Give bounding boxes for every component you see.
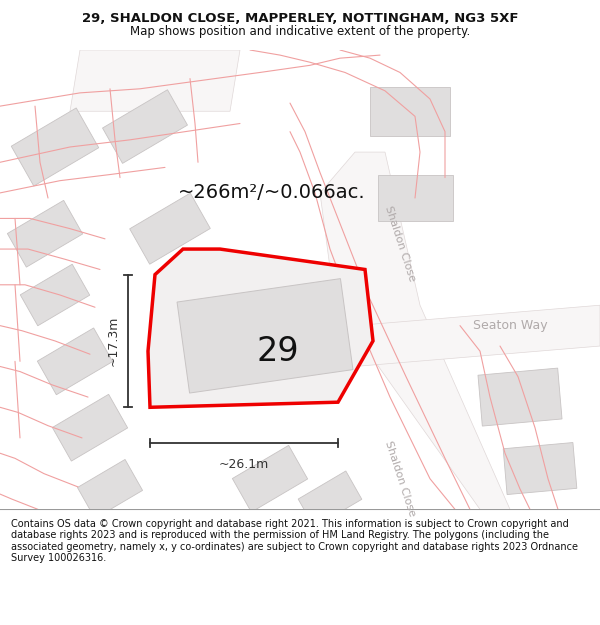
Polygon shape <box>320 152 510 509</box>
Polygon shape <box>232 446 308 512</box>
Polygon shape <box>148 249 373 408</box>
Text: Map shows position and indicative extent of the property.: Map shows position and indicative extent… <box>130 24 470 38</box>
Text: ~26.1m: ~26.1m <box>219 458 269 471</box>
Polygon shape <box>298 471 362 528</box>
Polygon shape <box>103 90 187 163</box>
Polygon shape <box>77 459 143 519</box>
Polygon shape <box>7 201 83 267</box>
Text: 29, SHALDON CLOSE, MAPPERLEY, NOTTINGHAM, NG3 5XF: 29, SHALDON CLOSE, MAPPERLEY, NOTTINGHAM… <box>82 12 518 26</box>
Text: 29: 29 <box>257 334 299 367</box>
Text: Seaton Way: Seaton Way <box>473 319 547 332</box>
Polygon shape <box>503 442 577 494</box>
Polygon shape <box>478 368 562 426</box>
Polygon shape <box>20 264 90 326</box>
Text: Shaldon Close: Shaldon Close <box>383 205 417 283</box>
Text: ~17.3m: ~17.3m <box>107 316 120 366</box>
Text: Contains OS data © Crown copyright and database right 2021. This information is : Contains OS data © Crown copyright and d… <box>11 519 578 563</box>
Polygon shape <box>52 394 128 461</box>
Polygon shape <box>177 279 353 393</box>
Polygon shape <box>370 87 450 136</box>
Polygon shape <box>70 50 240 111</box>
Text: ~266m²/~0.066ac.: ~266m²/~0.066ac. <box>178 183 365 203</box>
Text: Shaldon Close: Shaldon Close <box>383 439 417 518</box>
Polygon shape <box>130 193 211 264</box>
Polygon shape <box>377 175 452 221</box>
Polygon shape <box>355 305 600 366</box>
Polygon shape <box>37 328 113 395</box>
Polygon shape <box>11 108 99 186</box>
Polygon shape <box>152 262 227 328</box>
